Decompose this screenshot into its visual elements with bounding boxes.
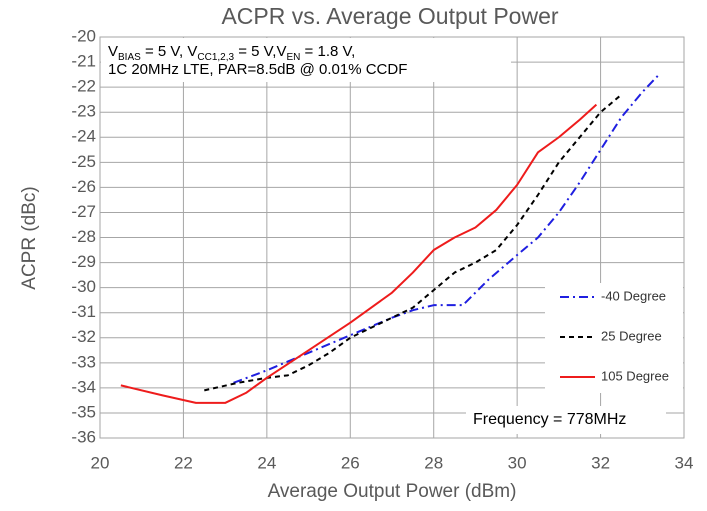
y-tick-label: -26 [71,177,96,196]
annotation-part: V [108,43,118,60]
y-tick-label: -36 [71,427,96,446]
annotation: VBIAS = 5 V, VCC1,2,3 = 5 V,VEN = 1.8 V, [108,43,355,63]
y-tick-label: -35 [71,402,96,421]
legend-label: -40 Degree [601,288,666,303]
y-tick-label: -29 [71,252,96,271]
annotation-part: = 5 V, V [141,43,198,60]
y-tick-label: -27 [71,202,96,221]
legend-label: 105 Degree [601,368,669,383]
chart-title: ACPR vs. Average Output Power [221,3,558,29]
annotation-box [101,38,511,82]
series-line [233,73,660,384]
annotation: 1C 20MHz LTE, PAR=8.5dB @ 0.01% CCDF [108,61,407,78]
x-tick-label: 22 [174,453,193,472]
y-tick-label: -22 [71,77,96,96]
y-tick-label: -20 [71,26,96,45]
annotation-part: = 1.8 V, [300,43,355,60]
note-box [466,406,666,434]
plot-frame [99,36,685,439]
annotation-part: EN [286,52,300,63]
y-axis-label: ACPR (dBc) [19,186,40,289]
series-line [120,103,598,404]
y-tick-label: -34 [71,377,96,396]
x-tick-label: 30 [508,453,527,472]
x-tick-label: 24 [257,453,276,472]
note: Frequency = 778MHz [473,411,626,428]
legend-label: 25 Degree [601,328,662,343]
legend-box [545,283,683,393]
annotation-part: BIAS [118,52,141,63]
annotation-part: 1C 20MHz LTE, PAR=8.5dB @ 0.01% CCDF [108,61,407,78]
y-tick-label: -21 [71,52,96,71]
y-tick-label: -23 [71,102,96,121]
x-tick-label: 28 [424,453,443,472]
x-tick-label: 20 [91,453,110,472]
annotation-part: CC1,2,3 [197,52,234,63]
x-tick-label: 34 [675,453,694,472]
x-axis-label: Average Output Power (dBm) [268,481,517,502]
y-tick-label: -25 [71,152,96,171]
x-tick-label: 32 [591,453,610,472]
x-tick-label: 26 [341,453,360,472]
y-tick-label: -32 [71,327,96,346]
y-tick-label: -28 [71,227,96,246]
y-tick-label: -31 [71,302,96,321]
annotation-part: = 5 V,V [234,43,286,60]
y-tick-label: -30 [71,277,96,296]
y-tick-label: -24 [71,127,96,146]
y-tick-label: -33 [71,352,96,371]
